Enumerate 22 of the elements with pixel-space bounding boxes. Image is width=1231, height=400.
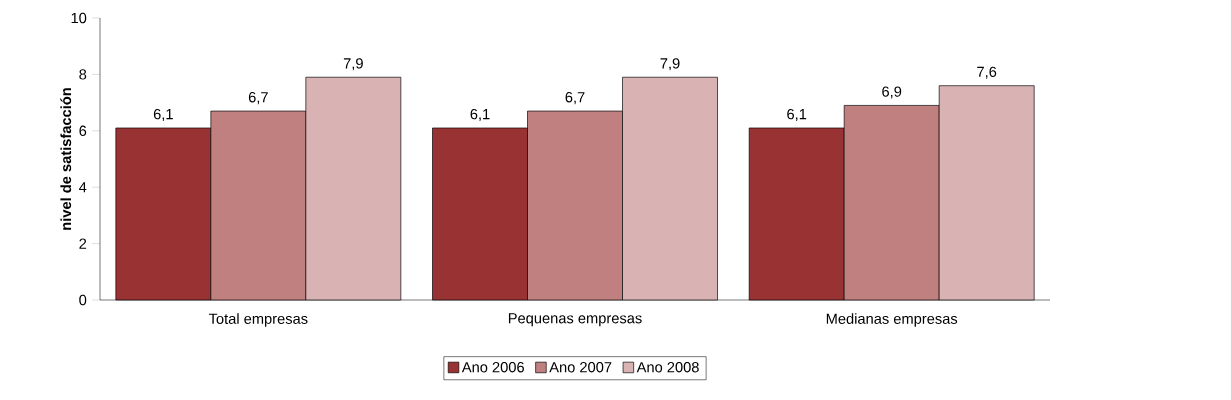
x-tick-label: Total empresas xyxy=(208,313,308,327)
data-label: 7,9 xyxy=(343,58,363,71)
data-label: 6,9 xyxy=(882,86,902,99)
data-label: 6,7 xyxy=(565,92,585,105)
x-tick-label: Pequenas empresas xyxy=(508,313,642,327)
y-tick-label: 6 xyxy=(79,125,87,136)
legend-label: Ano 2006 xyxy=(461,362,524,373)
data-label: 6,1 xyxy=(153,108,173,122)
y-tick-label: 0 xyxy=(79,294,87,306)
y-tick-label: 4 xyxy=(79,182,87,193)
data-label: 7,6 xyxy=(977,66,997,79)
y-tick-label: 10 xyxy=(71,12,87,24)
legend-label: Ano 2007 xyxy=(549,362,612,373)
legend-label: Ano 2008 xyxy=(636,362,699,373)
y-axis-title: nivel de satisfacción xyxy=(60,88,72,230)
y-tick-label: 2 xyxy=(79,238,87,249)
data-label: 6,1 xyxy=(470,108,490,122)
data-label: 7,9 xyxy=(660,58,680,71)
y-tick-label: 8 xyxy=(79,69,87,80)
x-tick-label: Medianas empresas xyxy=(826,313,958,327)
data-label: 6,7 xyxy=(248,92,268,105)
data-label: 6,1 xyxy=(787,108,807,122)
